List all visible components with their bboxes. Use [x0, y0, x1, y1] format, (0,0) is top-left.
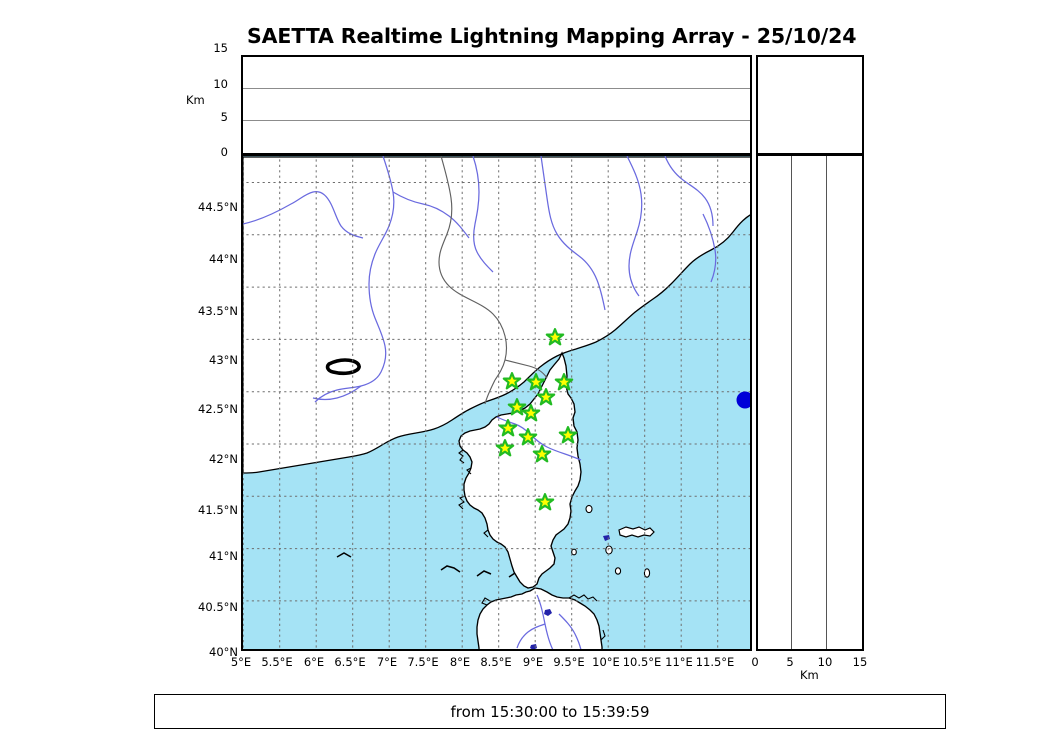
tick-lon-9-5: 9.5°E [553, 655, 585, 669]
island-gorgona [585, 504, 593, 513]
admin-borders-layer [438, 156, 548, 404]
rivers-layer [243, 156, 717, 649]
coast-detail-riviera [336, 551, 522, 578]
lma-station-marker[interactable] [532, 445, 551, 464]
gridline-right-km-5 [791, 156, 793, 649]
panel-latitude-altitude [756, 154, 864, 651]
tick-lon-5-5: 5.5°E [261, 655, 293, 669]
lma-station-marker[interactable] [495, 438, 515, 457]
panel-altitude-longitude [241, 55, 752, 155]
coast-accent-gulf-lion [325, 358, 361, 375]
coast-detail-sardinia [481, 594, 606, 641]
tick-lat-42-5: 42.5°N [198, 402, 238, 416]
lma-station-marker[interactable] [558, 426, 578, 445]
map-gridlines [243, 156, 750, 649]
tick-top-km-10: 10 [213, 77, 228, 91]
tick-lon-8-5: 8.5°E [480, 655, 512, 669]
status-bar: from 15:30:00 to 15:39:59 [154, 694, 946, 729]
tick-right-km-0: 0 [751, 655, 759, 669]
tick-lon-8: 8°E [449, 655, 471, 669]
tick-top-km-0: 0 [220, 145, 228, 159]
tick-lat-43-5: 43.5°N [198, 304, 238, 318]
gridline-km-10 [243, 88, 750, 90]
tick-lat-43: 43°N [209, 353, 238, 367]
landmass-corsica [458, 351, 582, 589]
island-capraia [605, 545, 613, 555]
island-elba [618, 526, 655, 538]
tick-lon-6: 6°E [303, 655, 325, 669]
coast-detail-corsica-west [457, 449, 489, 538]
island-montecristo [643, 568, 650, 578]
page-title: SAETTA Realtime Lightning Mapping Array … [247, 24, 857, 48]
tick-lon-11: 11°E [665, 655, 693, 669]
status-text: from 15:30:00 to 15:39:59 [450, 702, 650, 721]
island-pianosa [614, 567, 621, 575]
lma-station-marker[interactable] [554, 372, 574, 391]
tick-lon-5: 5°E [230, 655, 252, 669]
lma-station-marker[interactable] [503, 371, 522, 390]
landmass-mainland-europe [243, 156, 750, 474]
tick-lat-44-5: 44.5°N [198, 200, 238, 214]
axis-label-top-km: Km [186, 93, 205, 107]
tick-lat-42: 42°N [209, 452, 238, 466]
landmass-sardinia [476, 587, 603, 649]
tick-right-km-15: 15 [852, 655, 868, 669]
axis-label-right-km: Km [800, 668, 819, 682]
tick-right-km-10: 10 [817, 655, 833, 669]
tick-lat-41: 41°N [209, 549, 238, 563]
lma-station-marker[interactable] [507, 398, 526, 417]
lma-station-marker[interactable] [535, 493, 555, 512]
tick-top-km-5: 5 [220, 110, 228, 124]
lake-sardinia-b [529, 643, 537, 649]
gridline-right-km-10 [826, 156, 828, 649]
tick-lat-40: 40°N [209, 645, 238, 659]
island-small-a [570, 548, 577, 556]
tick-lon-7: 7°E [376, 655, 398, 669]
lma-station-marker[interactable] [545, 327, 564, 346]
lma-station-marker[interactable] [536, 387, 556, 406]
tick-lat-40-5: 40.5°N [198, 600, 238, 614]
tick-lat-41-5: 41.5°N [198, 503, 238, 517]
tick-lon-6-5: 6.5°E [334, 655, 366, 669]
lightning-source-marker[interactable] [736, 391, 750, 409]
tick-right-km-5: 5 [786, 655, 794, 669]
lake-sardinia-a [543, 608, 552, 616]
gridline-km-5 [243, 120, 750, 122]
tick-lon-9: 9°E [522, 655, 544, 669]
tick-lon-11-5: 11.5°E [695, 655, 735, 669]
tick-top-km-15: 15 [213, 41, 228, 55]
panel-top-right-corner [756, 55, 864, 155]
lma-station-marker[interactable] [498, 418, 518, 437]
tick-lon-7-5: 7.5°E [407, 655, 439, 669]
tick-lon-10-5: 10.5°E [622, 655, 662, 669]
lma-station-marker[interactable] [522, 404, 541, 423]
lma-station-marker[interactable] [518, 428, 537, 447]
tick-lat-44: 44°N [209, 252, 238, 266]
panel-map[interactable] [241, 154, 752, 651]
tick-lon-10: 10°E [592, 655, 620, 669]
map-graphics [243, 156, 750, 649]
lma-station-marker[interactable] [527, 372, 546, 391]
